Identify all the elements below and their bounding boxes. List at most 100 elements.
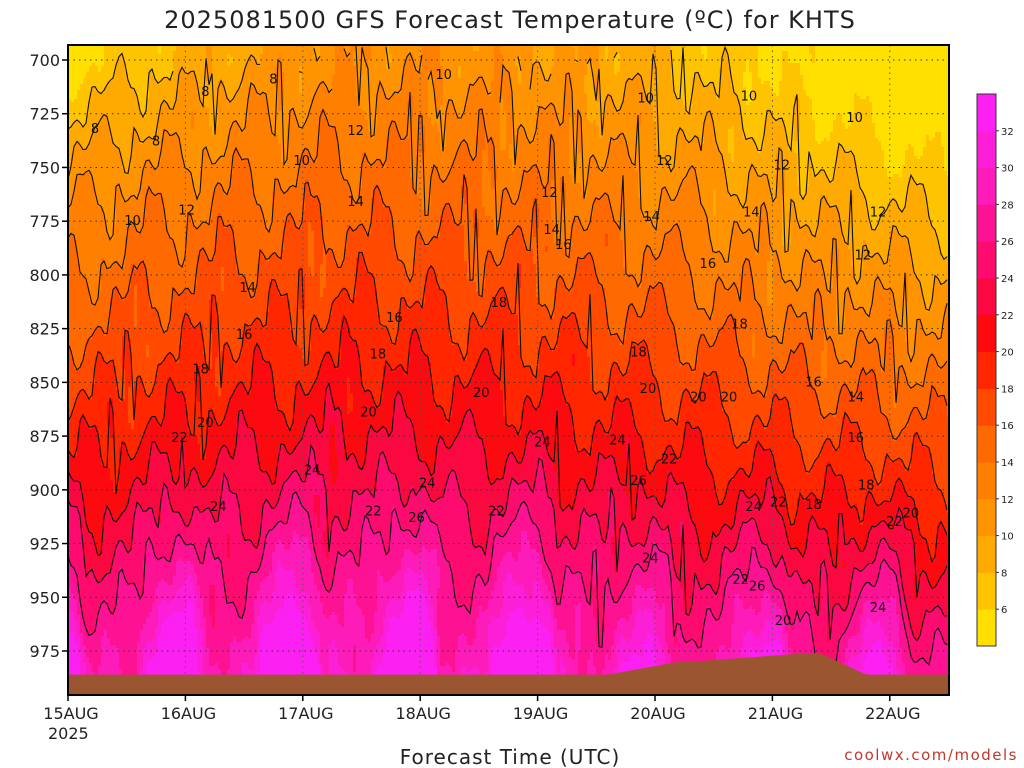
temp-cell [701, 639, 705, 676]
temp-cell [491, 369, 495, 484]
temp-cell [857, 597, 861, 634]
temp-cell [425, 246, 429, 277]
temp-cell [323, 84, 327, 112]
temp-cell [848, 507, 852, 541]
temp-cell [407, 417, 411, 502]
temp-cell [185, 288, 189, 313]
temp-cell [614, 333, 618, 364]
temp-cell [944, 282, 948, 307]
temp-cell [806, 498, 810, 535]
temp-cell [380, 162, 384, 199]
temp-cell [650, 495, 654, 520]
temp-cell [683, 180, 687, 256]
temp-cell [521, 363, 525, 412]
temp-cell [518, 507, 522, 553]
temp-cell [872, 291, 876, 340]
temp-cell [458, 432, 462, 493]
temp-cell [665, 489, 669, 529]
temp-cell [203, 147, 207, 223]
temp-cell [305, 537, 309, 595]
temp-cell [395, 93, 399, 127]
temp-cell [86, 147, 90, 172]
temp-cell [818, 144, 822, 172]
temp-cell [341, 318, 345, 424]
temp-cell [578, 45, 582, 112]
temp-cell [731, 87, 735, 127]
temp-cell [290, 429, 294, 454]
temp-cell [920, 657, 924, 679]
temp-cell [515, 483, 519, 517]
temp-cell [131, 459, 135, 487]
temp-cell [725, 579, 729, 652]
temp-cell [617, 72, 621, 112]
temp-cell [239, 381, 243, 409]
temp-cell [365, 639, 369, 695]
temp-cell [149, 612, 153, 643]
temp-cell [233, 150, 237, 244]
temp-cell [881, 597, 885, 628]
temp-cell [554, 372, 558, 472]
temp-cell [674, 225, 678, 334]
temp-cell [743, 45, 747, 73]
temp-cell [890, 597, 894, 643]
temp-cell [401, 75, 405, 142]
temp-cell [563, 510, 567, 538]
temp-cell [542, 189, 546, 307]
temp-cell [563, 570, 567, 631]
temp-cell [164, 78, 168, 103]
temp-cell [140, 144, 144, 181]
temp-cell [857, 282, 861, 310]
temp-cell [938, 339, 942, 370]
temp-cell [827, 207, 831, 295]
temp-cell [326, 249, 330, 325]
temp-cell [104, 336, 108, 364]
temp-cell [293, 186, 297, 223]
temp-cell [812, 237, 816, 262]
temp-cell [80, 651, 84, 676]
temp-cell [254, 201, 258, 292]
temp-cell [869, 369, 873, 466]
temp-cell [758, 417, 762, 445]
temp-cell [314, 513, 318, 556]
temp-cell [926, 543, 930, 580]
temp-cell [737, 594, 741, 658]
temp-cell [587, 120, 591, 166]
temp-cell [536, 582, 540, 619]
temp-cell [488, 249, 492, 310]
temp-cell [356, 606, 360, 695]
temp-cell [668, 420, 672, 445]
temp-cell [797, 444, 801, 499]
temp-cell [692, 582, 696, 640]
temp-cell [473, 84, 477, 160]
temp-cell [329, 315, 333, 355]
temp-cell [734, 447, 738, 475]
temp-cell [824, 174, 828, 199]
temp-cell [407, 567, 411, 592]
temp-cell [800, 453, 804, 496]
temp-cell [224, 342, 228, 415]
temp-cell [824, 474, 828, 529]
temp-cell [80, 609, 84, 634]
temp-cell [221, 156, 225, 190]
temp-cell [173, 51, 177, 106]
temp-cell [770, 303, 774, 337]
temp-cell [197, 198, 201, 229]
temp-cell [896, 615, 900, 670]
temp-cell [359, 609, 363, 695]
temp-cell [446, 480, 450, 562]
temp-cell [599, 648, 603, 676]
temp-cell [215, 423, 219, 463]
temp-cell [575, 450, 579, 490]
temp-cell [470, 45, 474, 85]
temp-cell [119, 45, 123, 55]
temp-cell [812, 45, 816, 64]
temp-cell [587, 45, 591, 61]
temp-cell [536, 297, 540, 370]
temp-cell [851, 636, 855, 655]
temp-cell [896, 204, 900, 232]
temp-cell [428, 72, 432, 118]
temp-cell [227, 135, 231, 193]
temp-cell [161, 624, 165, 695]
temp-cell [311, 414, 315, 448]
temp-cell [74, 402, 78, 457]
